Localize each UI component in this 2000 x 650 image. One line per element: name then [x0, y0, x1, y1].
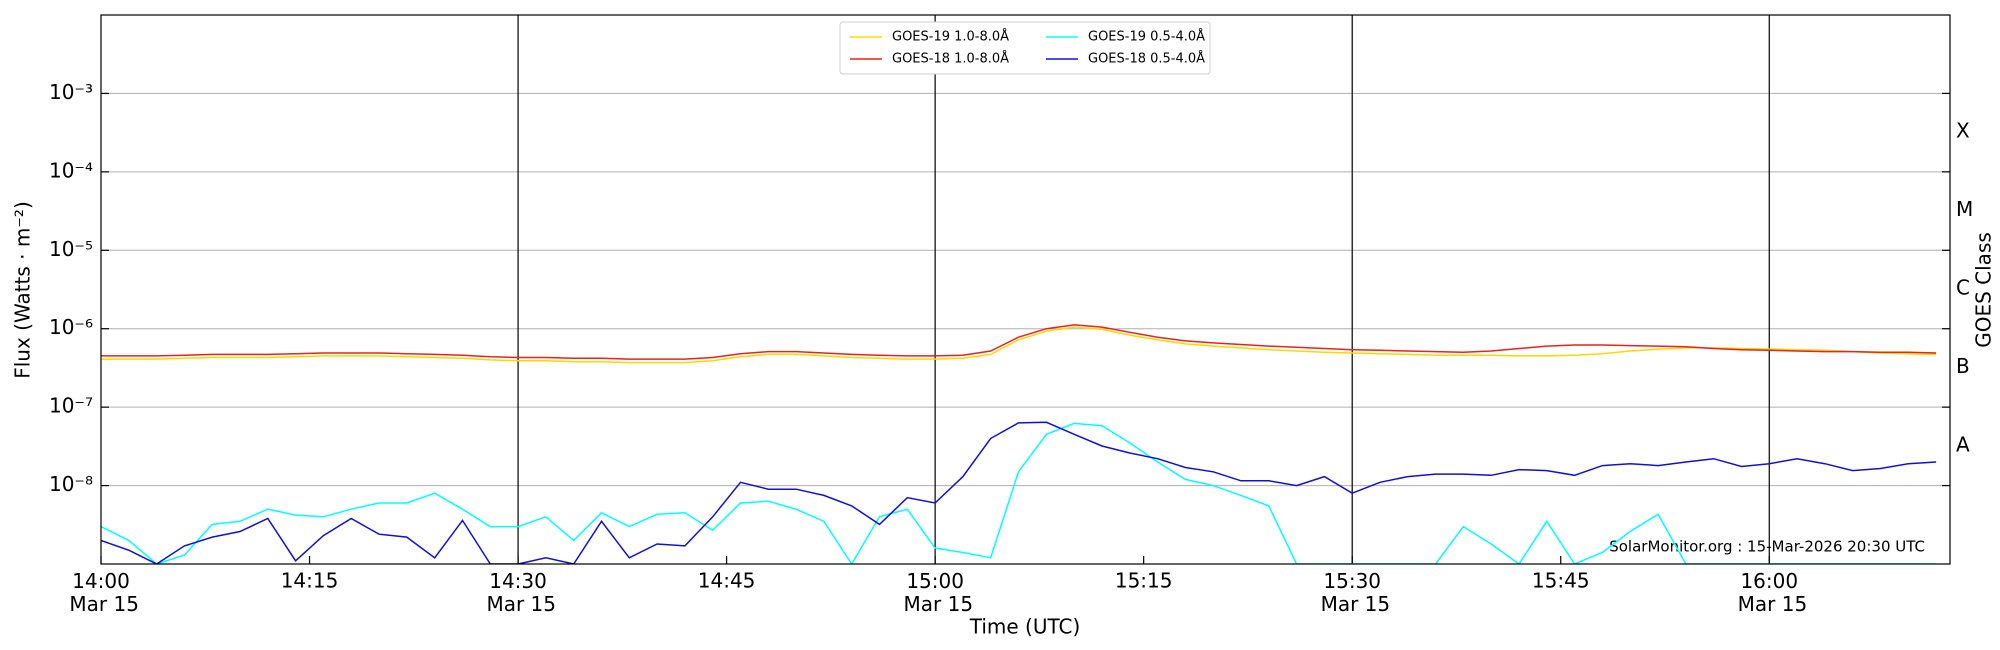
- y2-tick-label: B: [1956, 354, 1970, 378]
- y2-tick-label: M: [1956, 197, 1973, 221]
- y-tick-label: 10⁻⁶: [49, 315, 93, 339]
- y-tick-label: 10⁻³: [49, 80, 93, 104]
- legend-label: GOES-19 0.5-4.0Å: [1088, 29, 1205, 45]
- legend-label: GOES-19 1.0-8.0Å: [892, 29, 1009, 45]
- y-tick-label: 10⁻⁷: [49, 394, 93, 418]
- legend-label: GOES-18 1.0-8.0Å: [892, 51, 1009, 67]
- x-tick-label: 15:30 Mar 15: [1314, 569, 1390, 616]
- y-tick-label: 10⁻⁴: [49, 158, 93, 182]
- y-tick-label: 10⁻⁵: [49, 237, 93, 261]
- plot-area: [101, 324, 1937, 564]
- x-tick-label: 14:30 Mar 15: [480, 569, 556, 616]
- x-tick-label: 15:45: [1532, 569, 1590, 593]
- y2-tick-label: C: [1956, 276, 1970, 300]
- y2-axis-label: GOES Class: [1972, 232, 1996, 348]
- x-tick-label: 14:45: [698, 569, 756, 593]
- x-tick-label: 15:00 Mar 15: [897, 569, 973, 616]
- legend-label: GOES-18 0.5-4.0Å: [1088, 51, 1205, 67]
- x-tick-label: 14:00 Mar 15: [63, 569, 139, 616]
- series-line: [101, 326, 1937, 364]
- y-tick-label: 10⁻⁸: [49, 472, 93, 496]
- x-axis-label: Time (UTC): [969, 615, 1081, 639]
- y2-tick-label: A: [1956, 432, 1970, 456]
- y2-tick-label: X: [1956, 119, 1970, 143]
- legend-box: [839, 21, 1211, 75]
- x-tick-label: 16:00 Mar 15: [1731, 569, 1807, 616]
- annotation: SolarMonitor.org : 15-Mar-2026 20:30 UTC: [1609, 538, 1925, 556]
- series-line: [101, 324, 1937, 360]
- x-tick-label: 14:15: [281, 569, 339, 593]
- x-tick-label: 15:15: [1115, 569, 1173, 593]
- y-axis-label: Flux (Watts · m⁻²): [11, 201, 35, 379]
- series-line: [101, 421, 1937, 564]
- series-line: [101, 422, 1937, 564]
- plot-frame: [100, 14, 1951, 565]
